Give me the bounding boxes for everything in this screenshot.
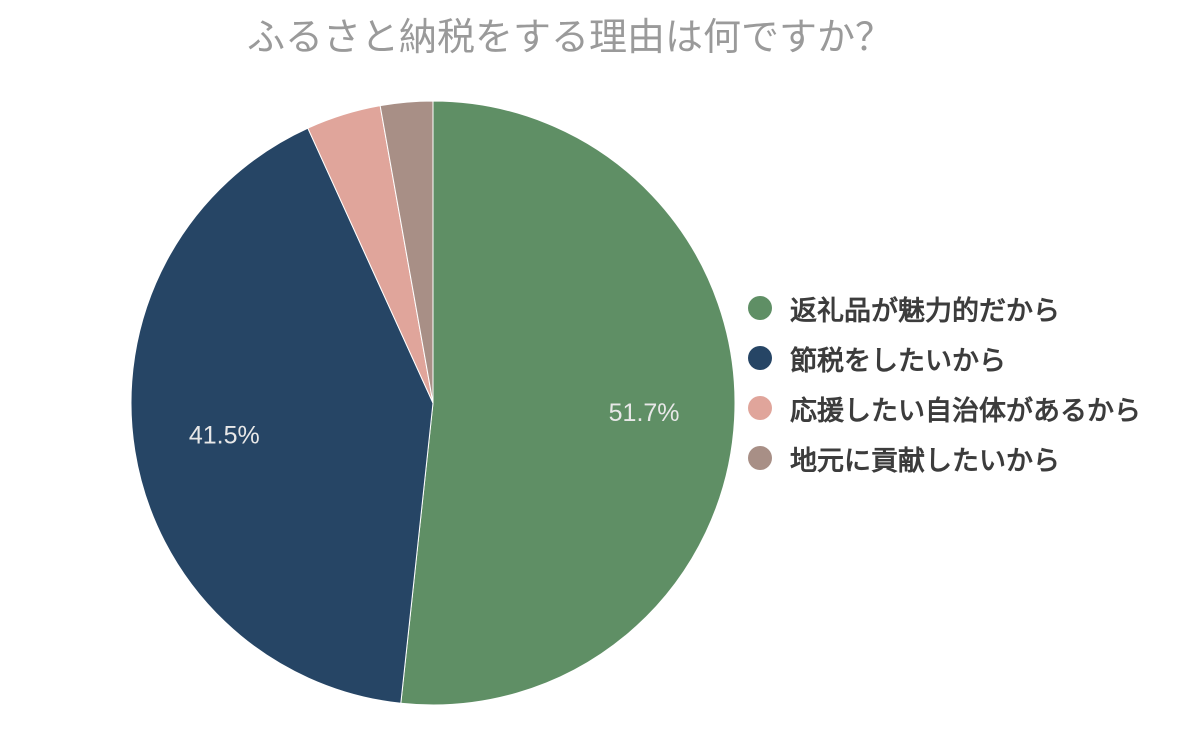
- legend-swatch: [748, 296, 772, 320]
- legend: 返礼品が魅力的だから 節税をしたいから 応援したい自治体があるから 地元に貢献し…: [748, 283, 1141, 483]
- pie-slice-3[interactable]: [379, 100, 434, 404]
- legend-item-henreihin[interactable]: 返礼品が魅力的だから: [748, 283, 1141, 333]
- legend-label: 節税をしたいから: [790, 345, 1006, 377]
- legend-label: 返礼品が魅力的だから: [790, 295, 1060, 327]
- legend-item-ouen[interactable]: 応援したい自治体があるから: [748, 383, 1141, 433]
- legend-swatch: [748, 346, 772, 370]
- pie-labels: 51.7% 41.5%: [189, 399, 680, 449]
- legend-swatch: [748, 446, 772, 470]
- slice-value-label-1: 41.5%: [189, 421, 260, 449]
- legend-item-jimoto[interactable]: 地元に貢献したいから: [748, 433, 1141, 483]
- pie-slice-1[interactable]: [130, 127, 434, 704]
- legend-label: 地元に貢献したいから: [790, 445, 1060, 477]
- legend-swatch: [748, 396, 772, 420]
- legend-label: 応援したい自治体があるから: [790, 395, 1141, 427]
- slice-value-label-0: 51.7%: [609, 399, 680, 427]
- legend-item-setsuzei[interactable]: 節税をしたいから: [748, 333, 1141, 383]
- chart-title: ふるさと納税をする理由は何ですか？: [246, 15, 893, 59]
- pie-slice-0[interactable]: [400, 100, 736, 706]
- pie-slices: [130, 100, 736, 706]
